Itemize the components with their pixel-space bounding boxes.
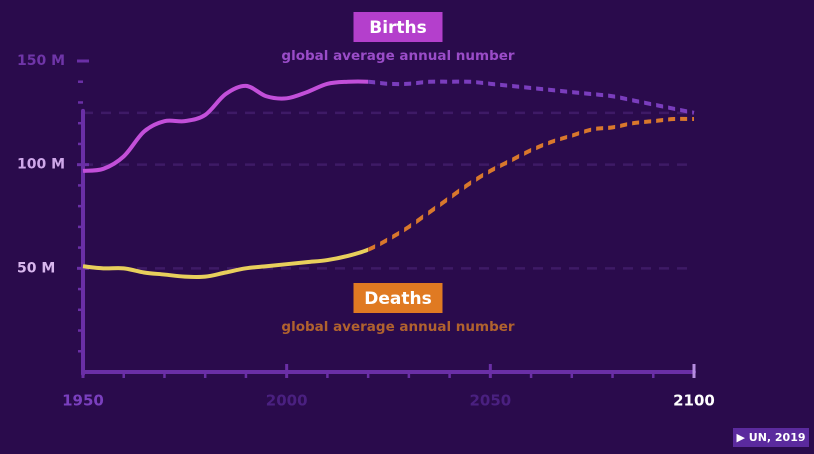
x-tick-label: 2000 [266, 392, 308, 410]
line-1 [82, 116, 695, 280]
legend-subtitle: global average annual number [281, 319, 515, 335]
plot: 50 M 100 M 150 M 1950 2000 2050 2100 Births glob… [17, 12, 809, 447]
x-tick-label: 2050 [469, 392, 511, 410]
x-tick-label: 1950 [62, 392, 104, 410]
line-0 [82, 79, 695, 173]
source-label: ▶ UN, 2019 [736, 431, 805, 444]
y-tick-label: 150 M [17, 53, 65, 69]
y-tick-label: 100 M [17, 157, 65, 173]
source-box [733, 428, 809, 447]
legend-subtitle: global average annual number [281, 48, 515, 64]
legend-label: Deaths [364, 289, 431, 309]
legend-box [353, 12, 443, 42]
y-tick-label: 50 M [17, 260, 55, 276]
legend-label: Births [369, 18, 427, 38]
x-tick-label: 2100 [673, 392, 715, 410]
legend-box [353, 283, 443, 313]
